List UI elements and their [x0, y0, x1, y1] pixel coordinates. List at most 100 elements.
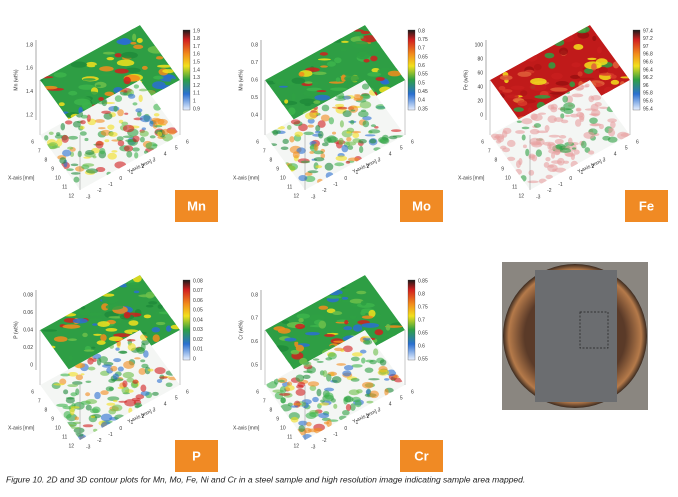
surface-patch: [100, 334, 107, 342]
surface-patch: [149, 135, 156, 139]
surface-patch: [602, 135, 611, 141]
z-tick-label: 0.7: [251, 60, 258, 66]
y-tick-label: -2: [322, 438, 327, 444]
surface-patch: [90, 415, 96, 419]
surface-patch: [149, 54, 157, 60]
surface-patch: [40, 78, 44, 82]
colorbar-tick-label: 0.08: [193, 278, 203, 284]
surface-patch: [95, 167, 106, 173]
x-tick-label: 6: [256, 139, 259, 145]
surface-patch: [108, 387, 114, 391]
surface-patch: [85, 399, 98, 405]
surface-patch: [360, 300, 367, 306]
colorbar-tick-label: 0.65: [418, 330, 428, 336]
surface-patch: [79, 131, 87, 136]
surface-patch: [495, 133, 505, 140]
surface-patch: [278, 85, 288, 88]
surface-patch: [113, 333, 131, 338]
surface-patch: [60, 123, 66, 131]
surface-patch: [87, 357, 94, 365]
x-tick-label: 8: [270, 157, 273, 163]
surface-patch: [315, 165, 323, 169]
x-axis-label: X-axis [mm]: [8, 425, 35, 431]
z-tick-label: 0.4: [251, 112, 258, 118]
surface-patch: [277, 125, 285, 130]
colorbar-tick-label: 0.03: [193, 327, 203, 333]
surface-patch: [123, 145, 134, 152]
surface-patch: [279, 392, 291, 396]
surface-base: [490, 25, 630, 135]
surface-patch: [341, 296, 349, 300]
surface-patch: [140, 384, 147, 392]
surface-patch: [313, 427, 323, 434]
y-tick-label: 2: [142, 164, 145, 170]
surface-patch: [86, 312, 104, 316]
surface-patch: [61, 313, 77, 317]
surface-patch: [170, 78, 176, 83]
surface-patch: [379, 86, 392, 94]
surface-patch: [359, 349, 367, 354]
y-tick-label: 6: [411, 139, 414, 145]
surface-patch: [309, 314, 325, 322]
z-tick-label: 0.04: [23, 327, 33, 333]
surface-patch: [356, 290, 367, 295]
surface-patch: [141, 127, 147, 131]
surface-patch: [547, 115, 557, 123]
surface-patch: [314, 130, 321, 134]
surface-patch: [580, 140, 587, 149]
x-tick-label: 8: [45, 157, 48, 163]
surface-patch: [166, 325, 172, 332]
surface-patch: [596, 46, 602, 54]
surface-patch: [134, 152, 139, 159]
x-tick-label: 11: [287, 184, 292, 190]
surface-patch: [127, 343, 136, 351]
surface-patch: [86, 114, 91, 122]
surface-patch: [496, 139, 502, 144]
surface-patch: [102, 51, 116, 55]
z-tick-label: 0.7: [251, 316, 258, 322]
surface-patch: [113, 105, 118, 112]
surface-patch: [315, 124, 321, 132]
surface-patch: [375, 104, 387, 110]
surface-patch: [498, 85, 506, 91]
z-tick-label: 0.6: [251, 339, 258, 345]
surface-patch: [143, 150, 149, 154]
surface-patch: [387, 70, 402, 77]
surface-patch: [313, 157, 325, 162]
surface-patch: [341, 334, 346, 338]
z-axis-label: P (wt%): [13, 321, 19, 339]
surface-patch: [606, 106, 616, 113]
surface-patch: [363, 58, 370, 63]
surface-patch: [89, 318, 104, 321]
surface-patch: [309, 150, 315, 154]
x-tick-label: 11: [62, 434, 67, 440]
surface-patch: [286, 381, 293, 387]
surface-patch: [66, 168, 74, 171]
y-tick-label: 3: [603, 158, 606, 164]
surface-patch: [506, 139, 516, 147]
surface-patch: [351, 364, 363, 368]
surface-patch: [348, 157, 360, 162]
surface-patch: [72, 381, 83, 385]
surface-patch: [373, 348, 379, 356]
surface-patch: [338, 415, 348, 421]
colorbar: [182, 29, 191, 111]
surface-patch: [63, 389, 69, 395]
surface-patch: [355, 78, 371, 83]
colorbar-tick-label: 0.65: [418, 54, 428, 60]
surface-patch: [365, 389, 371, 395]
surface-patch: [136, 37, 143, 43]
surface-patch: [104, 139, 110, 143]
x-tick-label: 6: [481, 139, 484, 145]
surface-patch: [126, 377, 135, 383]
surface-patch: [73, 427, 85, 434]
surface-patch: [347, 145, 354, 150]
colorbar-tick-label: 96.2: [643, 75, 653, 81]
surface-patch: [502, 89, 513, 93]
surface-patch: [321, 142, 329, 147]
x-tick-label: 8: [495, 157, 498, 163]
surface-patch: [312, 81, 320, 86]
surface-patch: [74, 98, 91, 106]
surface-patch: [116, 136, 124, 142]
